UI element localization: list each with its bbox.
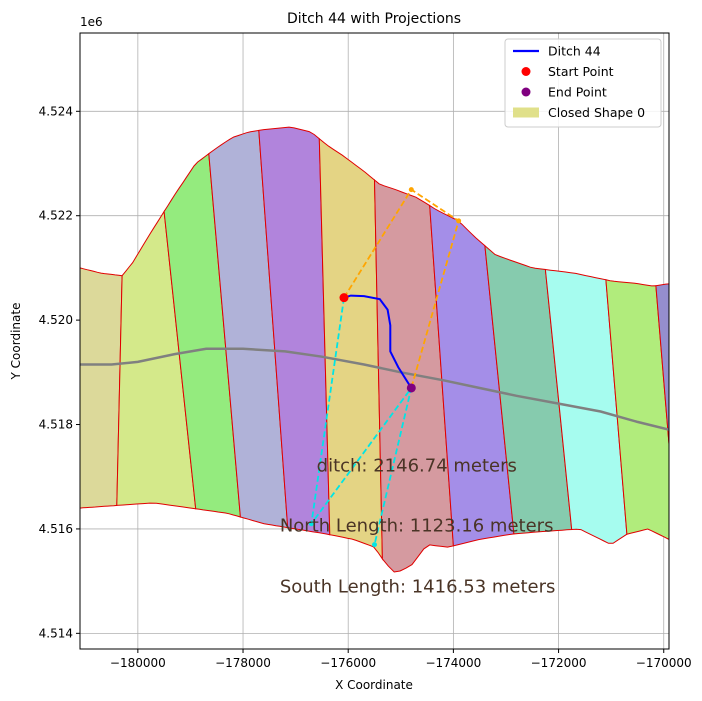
legend-swatch-dot (521, 87, 531, 97)
y-offset-label: 1e6 (80, 15, 103, 29)
closed-shape-11 (655, 283, 669, 451)
south-projection-vertex (372, 542, 377, 548)
legend-swatch-patch (513, 107, 539, 118)
y-tick-label: 4.514 (39, 626, 73, 640)
closed-shape-0 (80, 267, 123, 509)
x-tick-label: −170000 (636, 656, 692, 670)
y-axis-label: Y Coordinate (9, 303, 23, 381)
north-projection-vertex (456, 218, 462, 224)
plot-area (80, 33, 669, 649)
x-axis-label: X Coordinate (335, 678, 413, 692)
south-projection-line (310, 297, 413, 545)
x-tick-label: −174000 (425, 656, 481, 670)
legend-label: End Point (548, 85, 607, 100)
y-tick-label: 4.518 (39, 418, 73, 432)
y-tick-label: 4.524 (39, 104, 73, 118)
y-tick-label: 4.516 (39, 522, 73, 536)
chart-title: Ditch 44 with Projections (287, 11, 461, 27)
legend-label: Ditch 44 (548, 44, 601, 59)
closed-shape-10 (605, 279, 669, 540)
ditch-line (343, 294, 413, 389)
north-projection-vertex (408, 187, 414, 193)
annotation-1: North Length: 1123.16 meters (280, 516, 554, 537)
y-tick-label: 4.520 (39, 313, 73, 327)
legend-box (504, 38, 662, 128)
closed-shape-5 (318, 137, 383, 561)
road-line (80, 347, 669, 431)
annotation-0: ditch: 2146.74 meters (317, 456, 517, 477)
end-point (406, 383, 416, 393)
annotations: ditch: 2146.74 meters North Length: 1123.… (280, 456, 556, 598)
annotation-2: South Length: 1416.53 meters (280, 577, 556, 598)
axis-ticks: −180000 −178000 −176000 −174000 −172000 −1700… (39, 104, 692, 670)
x-tick-label: −178000 (215, 656, 271, 670)
legend-label: Start Point (548, 64, 614, 79)
start-point (339, 293, 349, 303)
x-tick-label: −176000 (320, 656, 376, 670)
legend-label: Closed Shape 0 (548, 105, 645, 120)
north-projection-line (343, 188, 460, 389)
legend-swatch-dot (521, 67, 531, 76)
legend: Ditch 44 Start Point End Point Closed Shape… (504, 38, 662, 128)
x-tick-label: −180000 (110, 656, 166, 670)
axes-frame (79, 32, 670, 650)
south-projection-vertex (308, 521, 314, 527)
x-tick-label: −172000 (531, 656, 587, 670)
y-tick-label: 4.522 (39, 209, 73, 223)
